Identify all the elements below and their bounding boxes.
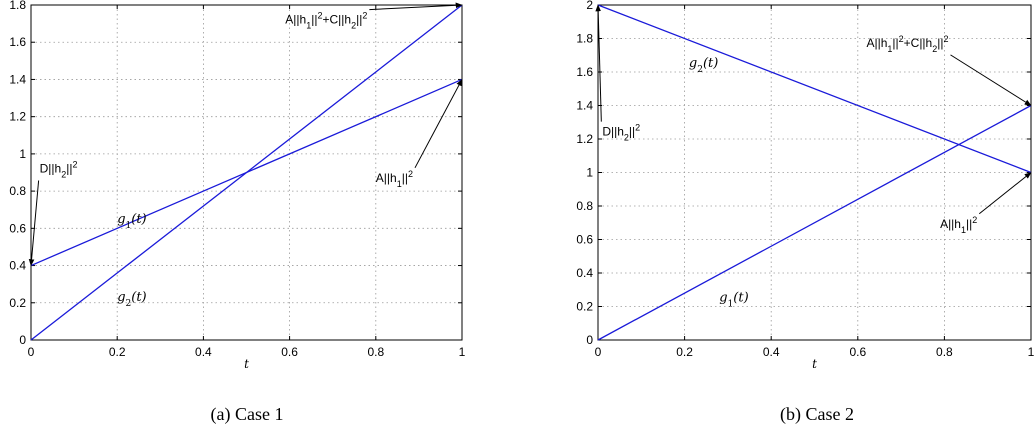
annotation-arrow (414, 78, 463, 169)
series-line-g2t (30, 4, 463, 341)
y-tick-label: 0.2 (9, 296, 26, 310)
x-tick-label: 0 (28, 345, 35, 359)
y-tick-label: 0.8 (9, 184, 26, 198)
x-tick-label: 0.8 (367, 345, 384, 359)
x-tick-label: 0 (595, 345, 602, 359)
x-tick-label: 0.2 (676, 345, 693, 359)
y-tick-label: 1.8 (576, 32, 593, 46)
curve-label: g2(t) (689, 56, 718, 75)
y-tick-label: 0.4 (9, 259, 26, 273)
y-tick-label: 0.8 (576, 199, 593, 213)
annotation-arrow (369, 2, 463, 11)
annotation-arrow (978, 172, 1032, 215)
y-tick-label: 0.2 (576, 300, 593, 314)
y-tick-label: 1 (19, 147, 26, 161)
x-tick-label: 1 (459, 345, 466, 359)
annotation-label: A||h1||2+C||h2||2 (866, 34, 948, 54)
x-tick-label: 0.2 (109, 345, 126, 359)
annotation-label: A||h1||2 (376, 169, 413, 189)
subfigure-caption: (a) Case 1 (211, 404, 284, 425)
y-tick-label: 0.4 (576, 266, 593, 280)
x-tick-label: 0.6 (281, 345, 298, 359)
chart-panel-2: 0 0.2 0.4 0.6 0.8 1 0 0.2 0.4 0.6 0.8 1 1.2 1.4 1.6 1.8… (576, 0, 1034, 425)
y-tick-label: 0 (19, 333, 26, 347)
chart-panel-1: 0 0.2 0.4 0.6 0.8 1 0 0.2 0.4 0.6 0.8 1 1.2 1.4 1.6 1.8… (9, 0, 465, 425)
y-tick-label: 1.6 (576, 65, 593, 79)
x-tick-label: 1 (1028, 345, 1035, 359)
annotation-label: A||h1||2+C||h2||2 (285, 11, 367, 31)
curve-label: g2(t) (117, 290, 146, 309)
annotation-label: A||h1||2 (940, 215, 977, 235)
y-tick-label: 1 (586, 166, 593, 180)
subfigure-caption: (b) Case 2 (780, 404, 854, 425)
x-axis-label: t (812, 357, 817, 371)
x-tick-label: 0.8 (936, 345, 953, 359)
x-axis-label: t (244, 357, 249, 371)
x-tick-label: 0.4 (763, 345, 780, 359)
y-tick-label: 1.2 (9, 110, 26, 124)
annotation-arrow (595, 4, 602, 122)
y-tick-label: 0.6 (9, 221, 26, 235)
curve-label: g1(t) (117, 212, 146, 231)
annotation-arrow (950, 54, 1032, 106)
curve-label: g1(t) (719, 290, 748, 309)
y-tick-label: 1.6 (9, 35, 26, 49)
annotation-arrow (28, 180, 40, 267)
plot-frame (30, 4, 463, 341)
annotation-label: D||h2||2 (40, 160, 78, 180)
y-tick-label: 0.6 (576, 233, 593, 247)
y-tick-label: 1.4 (576, 99, 593, 113)
y-tick-label: 0 (586, 333, 593, 347)
y-tick-label: 2 (586, 0, 593, 12)
series-line-g2t (597, 4, 1032, 174)
y-tick-label: 1.2 (576, 132, 593, 146)
x-tick-label: 0.6 (849, 345, 866, 359)
x-tick-label: 0.4 (195, 345, 212, 359)
y-tick-label: 1.8 (9, 0, 26, 12)
y-tick-label: 1.4 (9, 72, 26, 86)
annotation-label: D||h2||2 (602, 123, 640, 143)
